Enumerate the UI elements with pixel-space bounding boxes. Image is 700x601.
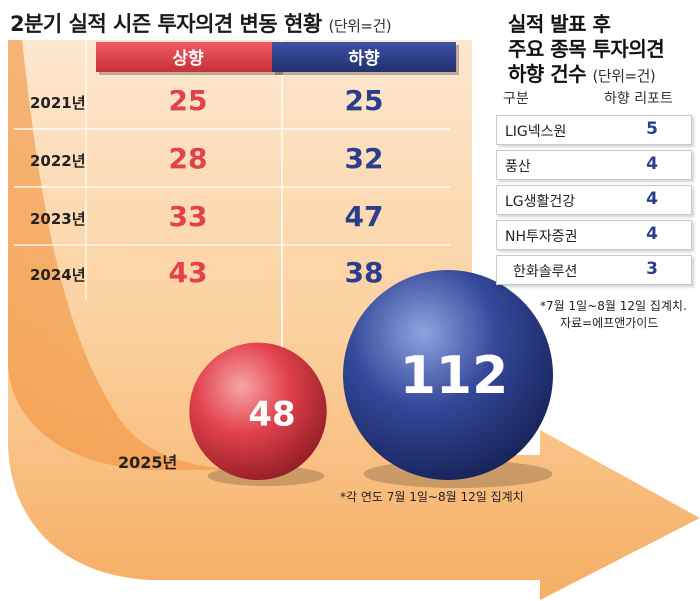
- year-label: 2024년: [30, 266, 86, 284]
- downgrade-value: 25: [345, 84, 384, 117]
- side-unit: (단위=건): [592, 67, 656, 85]
- side-table-row: 한화솔루션 3: [496, 255, 692, 285]
- year-label: 2023년: [30, 210, 86, 228]
- year-label: 2022년: [30, 152, 86, 170]
- chart-unit: (단위=건): [328, 17, 392, 35]
- side-source: 자료=에프앤가이드: [560, 316, 659, 330]
- side-table-row: LG생활건강 4: [496, 185, 692, 215]
- company-name: 풍산: [505, 159, 531, 175]
- side-table-row: 풍산 4: [496, 150, 692, 180]
- company-name: NH투자증권: [505, 229, 578, 245]
- report-count: 4: [646, 154, 658, 174]
- column-header-box: [272, 42, 456, 72]
- year-2025-label: 2025년: [118, 453, 177, 472]
- side-title-line: 하향 건수 (단위=건): [508, 62, 656, 86]
- side-title-line: 주요 종목 투자의견: [508, 37, 665, 61]
- company-name: 한화솔루션: [513, 264, 578, 280]
- side-title-line: 실적 발표 후: [508, 12, 611, 36]
- side-header-name: 구분: [503, 91, 529, 107]
- arrow-background: [8, 40, 700, 600]
- column-header-label: 상향: [172, 48, 204, 69]
- report-count: 4: [646, 224, 658, 244]
- side-table-row: NH투자증권 4: [496, 220, 692, 250]
- side-note: *7월 1일~8월 12일 집계치.: [540, 299, 687, 313]
- upgrade-value: 43: [169, 256, 208, 289]
- upgrade-value: 33: [169, 200, 208, 233]
- arrow-edge: [8, 40, 540, 470]
- company-name: LG생활건강: [505, 194, 576, 210]
- downgrade-2025-value: 112: [400, 346, 509, 406]
- year-label: 2021년: [30, 94, 86, 112]
- chart-footnote: *각 연도 7월 1일~8월 12일 집계치: [340, 490, 524, 504]
- downgrade-2025-ball: [343, 270, 553, 480]
- report-count: 5: [646, 119, 658, 139]
- report-count: 4: [646, 189, 658, 209]
- upgrade-value: 25: [169, 84, 208, 117]
- chart-title: 2분기 실적 시즌 투자의견 변동 현황 (단위=건): [10, 12, 392, 36]
- report-count: 3: [646, 259, 658, 279]
- company-name: LIG넥스원: [505, 124, 567, 140]
- downgrade-value: 38: [345, 256, 384, 289]
- upgrade-value: 28: [169, 142, 208, 175]
- column-header-label: 하향: [348, 48, 380, 69]
- side-table-row: LIG넥스원 5: [496, 115, 692, 145]
- upgrade-2025-value: 48: [248, 394, 295, 434]
- upgrade-2025-ball: [189, 342, 327, 481]
- downgrade-value: 47: [345, 200, 384, 233]
- downgrade-value: 32: [345, 142, 384, 175]
- side-header-count: 하향 리포트: [604, 91, 673, 107]
- column-header-box: [96, 42, 280, 72]
